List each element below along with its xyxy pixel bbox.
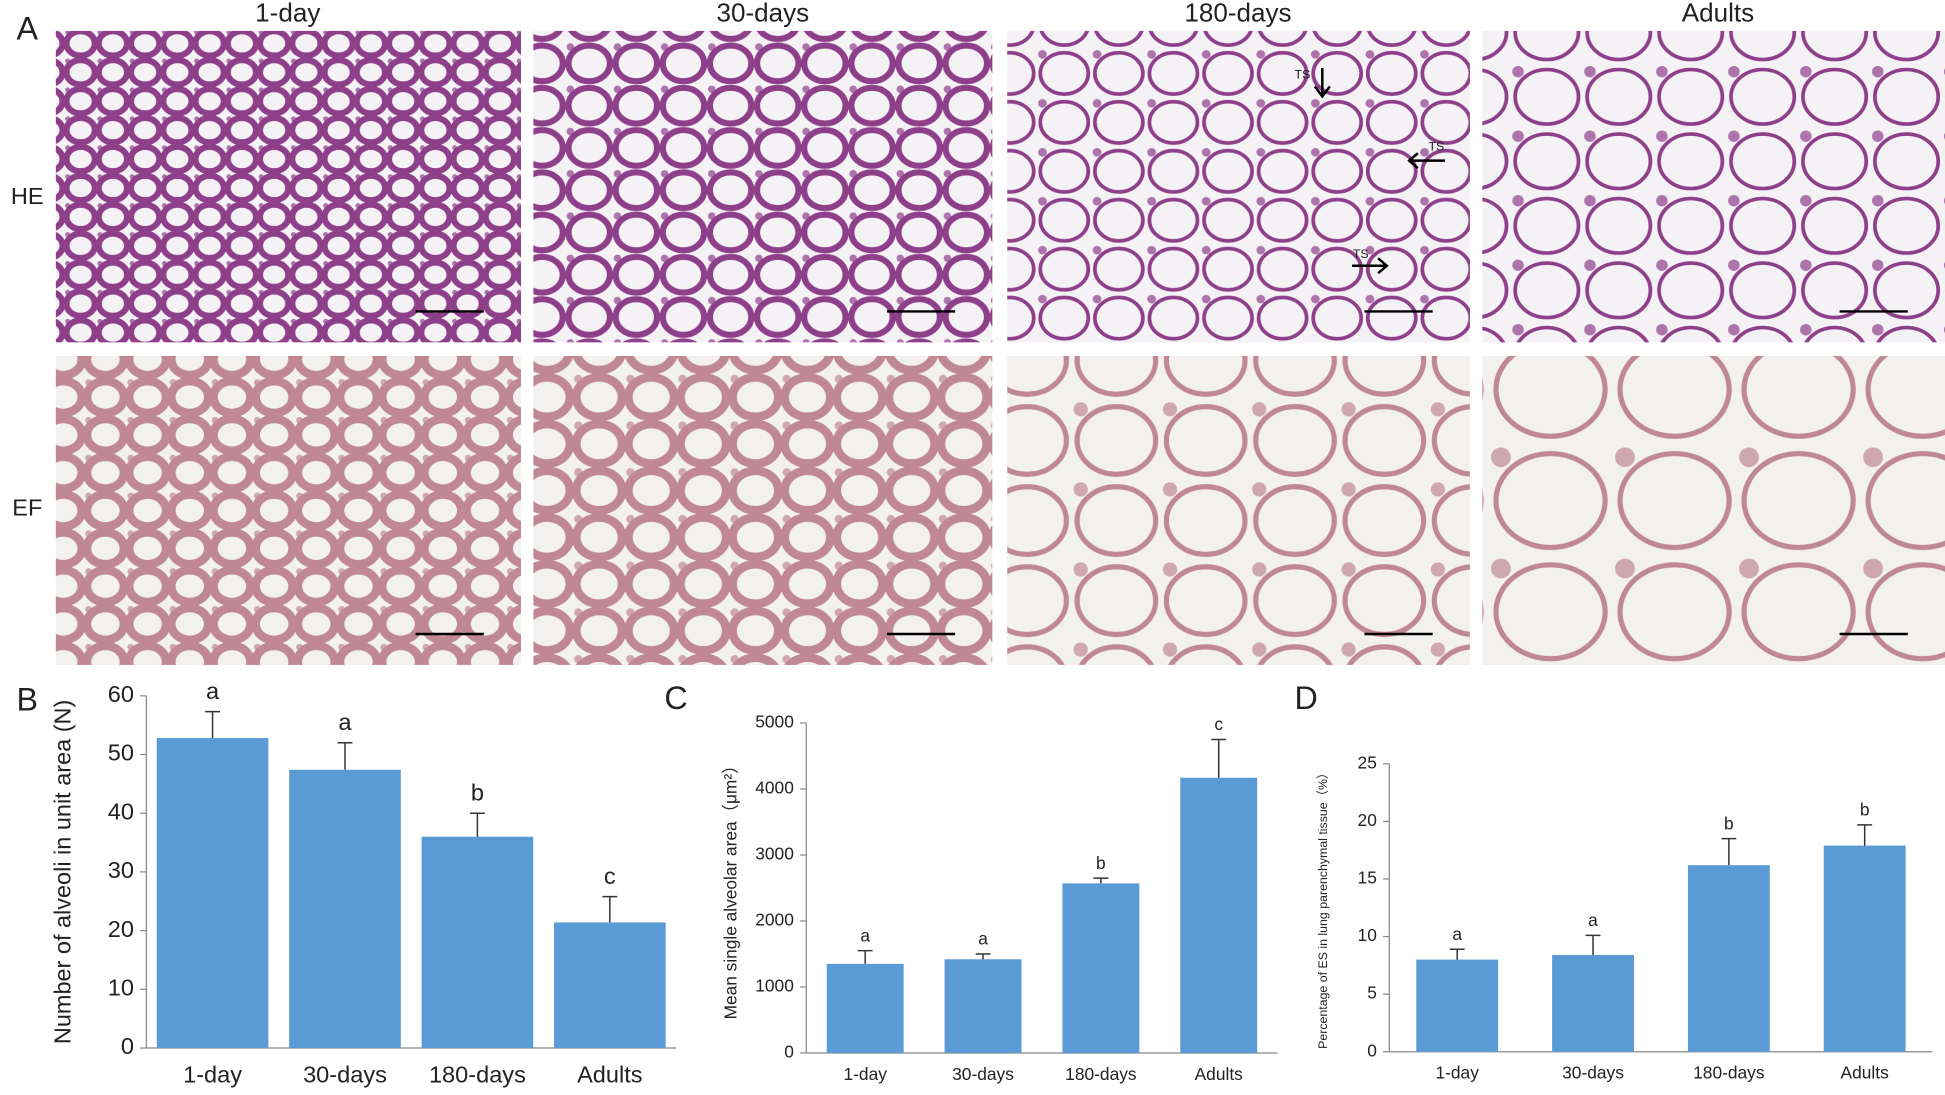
micrograph (1482, 30, 1945, 343)
bar (1687, 865, 1770, 1052)
arrow (1313, 67, 1331, 99)
bar (554, 922, 666, 1049)
column-header: 180-days (1184, 0, 1291, 28)
bar (1180, 777, 1258, 1053)
column-header: 1-day (255, 0, 320, 28)
error-bar (1093, 877, 1109, 884)
x-tick-label: 180-days (1065, 1064, 1137, 1084)
significance-letter: b (1724, 813, 1734, 833)
x-tick-label: 180-days (1693, 1063, 1765, 1083)
error-bar (1857, 824, 1873, 846)
column-header: Adults (1682, 0, 1754, 28)
x-tick-label: 1-day (1435, 1063, 1479, 1083)
x-tick-label: 30-days (952, 1064, 1014, 1084)
error-bar (1449, 948, 1465, 960)
significance-letter: a (1588, 910, 1598, 930)
micrograph (1007, 30, 1470, 343)
y-tick-label: 20 (1358, 810, 1377, 830)
significance-letter: a (338, 709, 352, 735)
micrograph-grid (55, 30, 1945, 665)
y-tick-label: 2000 (755, 910, 794, 930)
significance-letter: a (978, 929, 988, 949)
bar (1416, 959, 1499, 1052)
micrograph (55, 355, 521, 665)
panel-letter: D (1295, 680, 1318, 716)
x-tick-label: Adults (1195, 1064, 1244, 1084)
bar (1062, 883, 1140, 1053)
error-bar (1585, 934, 1601, 955)
y-axis-label: Number of alveoli in unit area (N) (50, 700, 76, 1044)
micrograph (1482, 355, 1945, 665)
bar (1823, 845, 1906, 1052)
y-tick-label: 20 (108, 916, 134, 942)
significance-letter: a (1452, 924, 1462, 944)
bar (826, 963, 904, 1053)
y-tick-label: 0 (121, 1033, 134, 1059)
annotation: TS (1428, 139, 1444, 153)
panel-letter: A (17, 10, 39, 46)
bar (156, 738, 269, 1049)
annotations: TS TS TS (1295, 67, 1446, 275)
micrograph (55, 30, 521, 343)
significance-letter: b (1096, 853, 1106, 873)
y-tick-label: 15 (1358, 868, 1377, 888)
significance-letter: b (1860, 800, 1870, 820)
y-tick-label: 10 (108, 975, 134, 1001)
y-axis-label: Percentage of ES in lung parenchymal tis… (1316, 767, 1330, 1049)
error-bar (337, 742, 353, 770)
micrograph (533, 355, 993, 665)
x-tick-label: Adults (1841, 1063, 1890, 1083)
y-axis-label: Mean single alveolar area（μm²） (720, 757, 740, 1020)
error-bar (1721, 837, 1737, 866)
y-tick-label: 4000 (755, 778, 794, 798)
x-tick-label: 30-days (303, 1062, 387, 1088)
significance-letter: b (471, 780, 484, 806)
y-tick-label: 0 (1367, 1040, 1377, 1060)
error-bar (469, 812, 485, 837)
y-tick-label: 40 (108, 798, 134, 824)
error-bar (602, 895, 618, 923)
significance-letter: a (860, 925, 870, 945)
y-tick-label: 30 (108, 857, 134, 883)
row-label: EF (12, 494, 42, 520)
y-tick-label: 0 (784, 1042, 794, 1062)
panel-letter: B (17, 682, 39, 718)
y-tick-label: 5000 (755, 712, 794, 732)
y-tick-label: 60 (108, 681, 134, 707)
bar (421, 836, 534, 1049)
bar (1552, 954, 1634, 1052)
column-header: 30-days (717, 0, 810, 28)
bar (944, 959, 1022, 1053)
significance-letter: c (1214, 714, 1223, 734)
x-tick-label: 180-days (429, 1062, 526, 1088)
y-tick-label: 25 (1358, 752, 1377, 772)
x-tick-label: 1-day (183, 1062, 242, 1088)
y-tick-label: 1000 (755, 976, 794, 996)
error-bar (857, 949, 873, 964)
annotation: TS (1295, 68, 1311, 82)
arrow (1352, 257, 1389, 275)
x-tick-label: Adults (577, 1062, 642, 1088)
y-tick-label: 3000 (755, 844, 794, 864)
x-tick-label: 30-days (1562, 1063, 1624, 1083)
panel-letter: C (664, 680, 687, 716)
significance-letter: a (206, 678, 220, 704)
error-bar (975, 953, 991, 960)
micrograph (533, 30, 993, 343)
bar (289, 769, 401, 1049)
error-bar (1211, 738, 1227, 778)
arrow (1407, 152, 1446, 170)
y-tick-label: 5 (1367, 983, 1377, 1003)
y-tick-label: 10 (1358, 925, 1377, 945)
x-tick-label: 1-day (843, 1064, 887, 1084)
significance-letter: c (604, 863, 616, 889)
annotation: TS (1353, 247, 1369, 261)
y-tick-label: 50 (108, 740, 134, 766)
error-bar (205, 710, 221, 739)
micrograph (1007, 355, 1470, 665)
row-label: HE (11, 183, 44, 209)
